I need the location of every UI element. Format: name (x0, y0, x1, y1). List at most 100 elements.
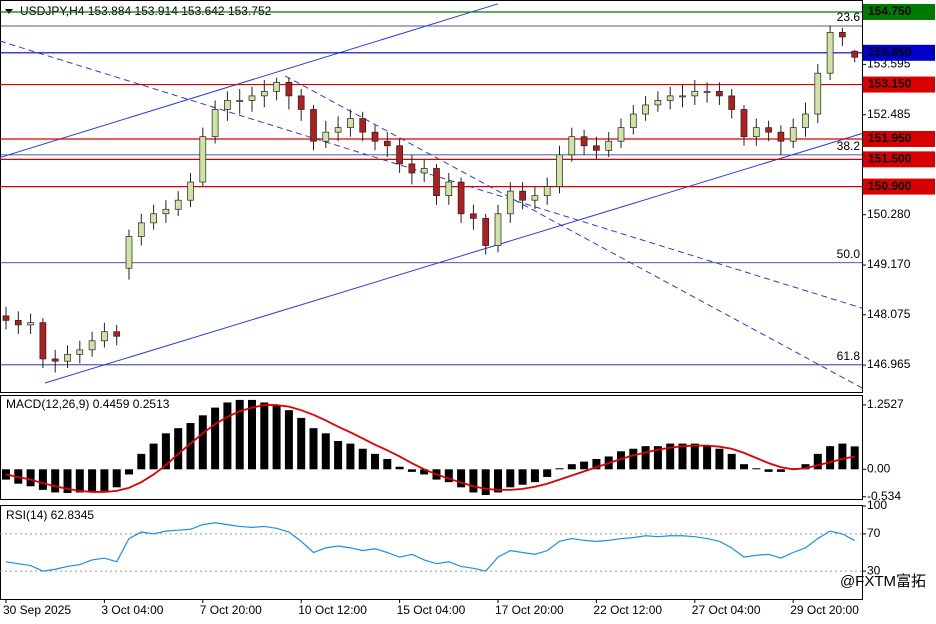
level-label: 150.900 (868, 179, 912, 193)
candle-body (556, 154, 563, 187)
macd-bar (801, 464, 810, 470)
macd-bar (63, 469, 72, 493)
y-tick-label: 152.485 (867, 107, 911, 121)
candle-body (150, 213, 157, 224)
y-tick-label: -0.534 (867, 489, 901, 503)
candle-body (64, 354, 71, 362)
candle-body (593, 145, 600, 151)
macd-bar (309, 428, 318, 470)
y-tick-label: 1.2527 (867, 397, 904, 411)
candle-body (260, 90, 268, 97)
macd-bar (690, 443, 699, 470)
macd-bar (100, 469, 109, 491)
macd-bar (776, 469, 785, 472)
x-tick-label: 3 Oct 04:00 (101, 603, 163, 617)
macd-bar (260, 402, 269, 470)
macd-bar (26, 469, 35, 487)
candle-body (531, 195, 539, 201)
macd-bar (826, 446, 835, 470)
trendline (0, 40, 863, 309)
candle-body (445, 181, 453, 197)
macd-bar (125, 469, 133, 475)
candle-body (839, 32, 846, 38)
candle-body (470, 213, 477, 219)
level-box (863, 130, 935, 147)
candle-body (679, 95, 686, 98)
candle-body (174, 199, 182, 210)
fib-label: 50.0 (837, 247, 861, 261)
candle-body (703, 90, 711, 93)
candle-body (383, 140, 391, 147)
x-tick-label: 10 Oct 12:00 (298, 603, 367, 617)
macd-bar (629, 448, 638, 470)
main-panel (0, 0, 863, 393)
macd-bar (653, 446, 662, 470)
macd-bar (198, 415, 207, 470)
macd-bar (666, 443, 675, 470)
candle-body (851, 50, 859, 58)
candle-body (802, 113, 809, 128)
macd-panel (0, 395, 863, 500)
candle-body (273, 81, 280, 92)
macd-bar (530, 469, 539, 483)
candle-body (187, 181, 194, 201)
macd-bar (358, 448, 367, 470)
candle-body (420, 168, 428, 174)
macd-title: MACD(12,26,9) 0.4459 0.2513 (6, 397, 170, 411)
candle-body (322, 131, 330, 142)
candle-body (27, 322, 34, 326)
candle-body (642, 104, 649, 115)
macd-bar (457, 469, 466, 488)
macd-bar (272, 405, 281, 470)
candle-body (396, 145, 403, 165)
x-tick-label: 27 Oct 04:00 (692, 603, 761, 617)
candle-body (347, 118, 354, 128)
trendline (44, 133, 863, 384)
macd-bar (395, 466, 404, 470)
fib-label: 38.2 (837, 139, 861, 153)
candle-body (125, 236, 133, 269)
y-tick-label: 100 (867, 498, 887, 512)
candle-body (629, 113, 637, 128)
signal-line (5, 404, 855, 493)
macd-bar (420, 469, 429, 475)
chart-title: USDJPY,H4 153.884 153.914 153.642 153.75… (20, 4, 272, 18)
level-label: 154.750 (868, 4, 912, 18)
y-tick-label: 149.170 (867, 257, 911, 271)
candle-body (162, 208, 170, 215)
macd-bar (518, 469, 527, 485)
level-label: 151.500 (868, 152, 912, 166)
candle-body (580, 136, 588, 147)
candle-body (605, 140, 613, 151)
candle-body (39, 322, 47, 360)
macd-bar (740, 464, 748, 470)
trendline (0, 3, 499, 159)
macd-bar (813, 453, 822, 470)
macd-bar (211, 407, 220, 470)
rsi-line (5, 522, 855, 572)
fib-label: 23.6 (837, 10, 861, 24)
candle-body (199, 136, 207, 183)
macd-bar (481, 469, 490, 496)
candle-body (826, 32, 834, 74)
macd-bar (161, 433, 170, 470)
macd-bar (75, 469, 84, 493)
x-tick-label: 7 Oct 20:00 (200, 603, 262, 617)
candle-body (408, 163, 416, 174)
candle-body (101, 331, 108, 342)
candle-body (457, 181, 465, 215)
macd-bar (383, 459, 392, 470)
x-tick-label: 29 Oct 20:00 (790, 603, 859, 617)
level-box (863, 76, 935, 93)
y-tick-label: 0.00 (867, 461, 891, 475)
candle-body (506, 190, 514, 215)
candle-body (248, 95, 256, 101)
macd-bar (494, 469, 502, 493)
candle-body (740, 109, 748, 138)
macd-bar (112, 469, 121, 488)
macd-bar (223, 402, 232, 470)
candle-body (814, 72, 822, 115)
watermark: @FXTM富拓 (840, 572, 926, 590)
macd-bar (850, 446, 859, 470)
